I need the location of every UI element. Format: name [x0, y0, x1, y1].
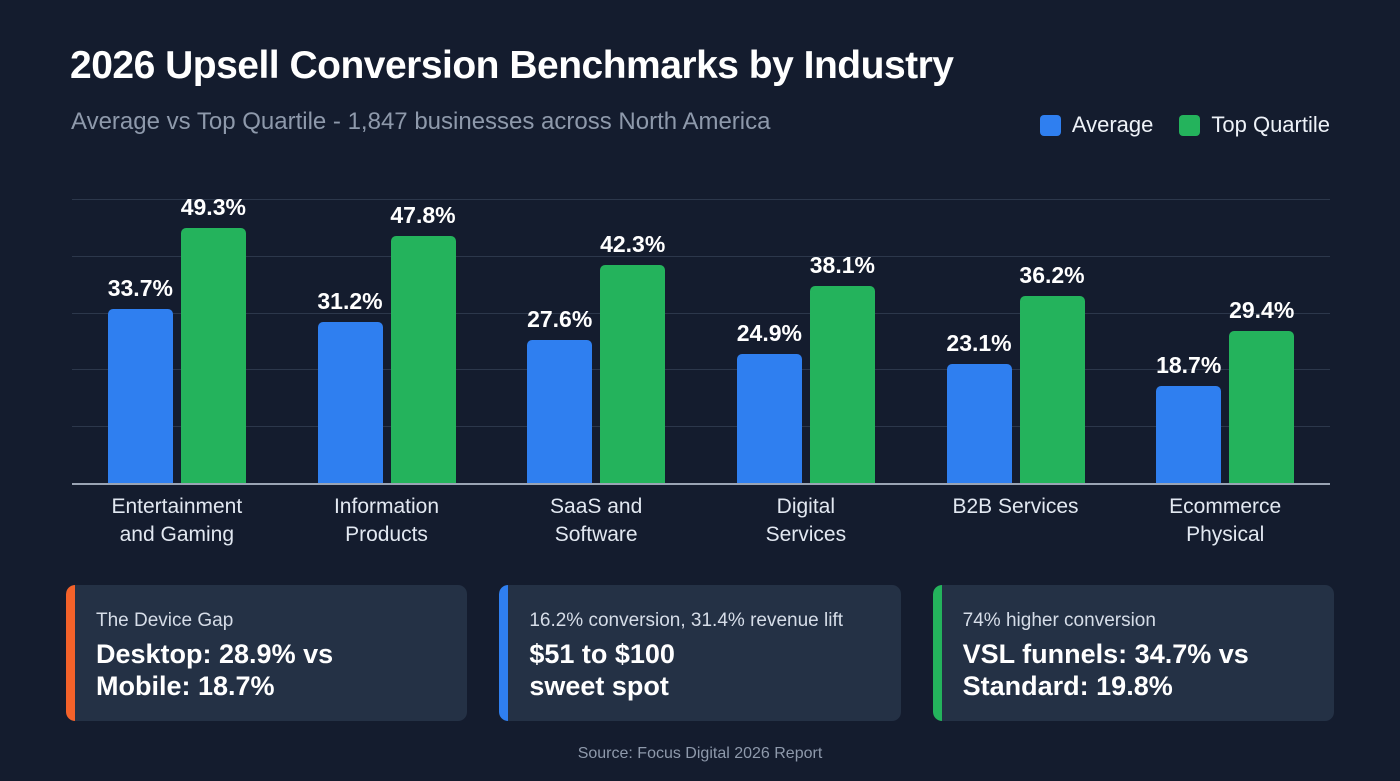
- bar-average[interactable]: 27.6%: [527, 306, 592, 483]
- gridline-1: [72, 426, 1330, 428]
- bar-average[interactable]: 31.2%: [317, 288, 383, 483]
- legend-item-1[interactable]: Top Quartile: [1179, 112, 1330, 138]
- bar-wrapper: 29.4%: [1229, 199, 1294, 483]
- card-headline-line: sweet spot: [529, 671, 669, 701]
- card-kicker: 16.2% conversion, 31.4% revenue lift: [529, 610, 844, 631]
- x-axis-label-line: Services: [765, 523, 847, 546]
- insight-card[interactable]: 74% higher conversion VSL funnels: 34.7% …: [932, 585, 1334, 721]
- x-axis-label-line: Software: [554, 523, 638, 546]
- bar-wrapper: 49.3%: [181, 194, 246, 483]
- x-axis-label-line: and Gaming: [119, 523, 235, 546]
- bar-wrapper: 31.2%: [317, 199, 383, 483]
- x-axis-label-line: Products: [345, 523, 428, 546]
- card-headline-line: Desktop: 28.9% vs: [96, 639, 334, 669]
- x-axis-label-line: SaaS and: [550, 495, 643, 518]
- chart-plot-area: 33.7% 49.3% 31.2% 47.8% 27.6% 42.3% 24.9% 38.1%…: [72, 194, 1330, 485]
- bar-wrapper: 23.1%: [946, 199, 1012, 483]
- bar-value-label: 31.2%: [317, 287, 383, 314]
- card-kicker: 74% higher conversion: [962, 610, 1156, 631]
- x-axis-label: B2B Services: [911, 493, 1121, 549]
- bar-value-label: 18.7%: [1156, 352, 1222, 379]
- x-axis-baseline: [72, 483, 1330, 485]
- bar-value-label: 36.2%: [1019, 262, 1085, 289]
- card-headline-line: Mobile: 18.7%: [96, 671, 275, 701]
- bar-value-label: 42.3%: [600, 230, 666, 257]
- legend-label-0: Average: [1071, 112, 1154, 137]
- card-headline: VSL funnels: 34.7% vs Standard: 19.8%: [963, 638, 1312, 702]
- insight-card[interactable]: The Device Gap Desktop: 28.9% vs Mobile: 1…: [66, 585, 468, 721]
- bar-value-label: 27.6%: [527, 306, 593, 333]
- bar-group: 27.6% 42.3%: [491, 199, 701, 483]
- x-axis-labels: Entertainment and Gaming Information Produc…: [72, 493, 1330, 549]
- x-axis-label-line: Digital: [776, 495, 836, 518]
- card-headline-line: $51 to $100: [529, 639, 675, 669]
- card-accent-bar: [932, 585, 942, 721]
- bar-groups: 33.7% 49.3% 31.2% 47.8% 27.6% 42.3% 24.9% 38.1%…: [72, 194, 1330, 483]
- bar-top-quartile[interactable]: 36.2%: [1019, 262, 1085, 483]
- card-headline: Desktop: 28.9% vs Mobile: 18.7%: [96, 638, 445, 702]
- bar-top-quartile[interactable]: 49.3%: [181, 194, 246, 483]
- bar-top-quartile[interactable]: 47.8%: [390, 202, 456, 483]
- page-subtitle: Average vs Top Quartile - 1,847 business…: [71, 108, 771, 135]
- card-headline-line: VSL funnels: 34.7% vs: [962, 639, 1249, 669]
- bar-average[interactable]: 24.9%: [737, 320, 802, 483]
- bar-value-label: 23.1%: [946, 329, 1012, 356]
- x-axis-label-line: B2B Services: [952, 495, 1079, 518]
- bar-average[interactable]: 18.7%: [1156, 352, 1221, 483]
- legend-item-0[interactable]: Average: [1039, 112, 1154, 138]
- bar-wrapper: 27.6%: [527, 199, 592, 483]
- x-axis-label-line: Entertainment: [111, 495, 243, 518]
- x-axis-label: Entertainment and Gaming: [72, 493, 282, 549]
- x-axis-label-line: Physical: [1186, 523, 1265, 546]
- card-kicker: The Device Gap: [96, 610, 234, 631]
- gridline-4: [72, 255, 1330, 257]
- card-accent-bar: [499, 585, 509, 721]
- bar-value-label: 29.4%: [1229, 297, 1295, 324]
- x-axis-label: Ecommerce Physical: [1120, 493, 1330, 549]
- legend-label-1: Top Quartile: [1211, 112, 1330, 137]
- x-axis-label-line: Ecommerce: [1169, 495, 1282, 518]
- bar-group: 18.7% 29.4%: [1120, 199, 1330, 483]
- bar-value-label: 24.9%: [736, 320, 802, 347]
- bar-average[interactable]: 23.1%: [946, 330, 1012, 483]
- x-axis-label-line: Information: [333, 495, 440, 518]
- bar-value-label: 49.3%: [180, 194, 246, 221]
- bar-top-quartile[interactable]: 42.3%: [600, 231, 665, 483]
- card-headline: $51 to $100 sweet spot: [529, 638, 878, 702]
- bar-group: 23.1% 36.2%: [911, 199, 1121, 483]
- insight-card[interactable]: 16.2% conversion, 31.4% revenue lift $51 …: [499, 585, 901, 721]
- x-axis-label: Information Products: [282, 493, 492, 549]
- bar-wrapper: 47.8%: [390, 199, 456, 483]
- bar-wrapper: 42.3%: [600, 199, 665, 483]
- gridline-3: [72, 312, 1330, 314]
- bar-top-quartile[interactable]: 38.1%: [810, 252, 875, 483]
- bar-group: 31.2% 47.8%: [282, 199, 492, 483]
- source-note: Source: Focus Digital 2026 Report: [577, 745, 823, 762]
- bar-wrapper: 38.1%: [810, 199, 875, 483]
- gridline-2: [72, 369, 1330, 371]
- bar-wrapper: 24.9%: [737, 199, 802, 483]
- bar-value-label: 47.8%: [390, 202, 456, 229]
- insight-cards: The Device Gap Desktop: 28.9% vs Mobile: 1…: [66, 585, 1334, 721]
- bar-wrapper: 33.7%: [108, 199, 173, 483]
- x-axis-label: Digital Services: [701, 493, 911, 549]
- bar-average[interactable]: 33.7%: [108, 275, 173, 483]
- bar-wrapper: 18.7%: [1156, 199, 1221, 483]
- bar-top-quartile[interactable]: 29.4%: [1229, 297, 1294, 483]
- bar-value-label: 38.1%: [809, 252, 875, 279]
- bar-group: 33.7% 49.3%: [72, 194, 282, 483]
- gridline-5: [72, 199, 1330, 200]
- card-headline-line: Standard: 19.8%: [962, 671, 1173, 701]
- bar-value-label: 33.7%: [107, 275, 173, 301]
- bar-group: 24.9% 38.1%: [701, 199, 911, 483]
- bar-wrapper: 36.2%: [1019, 199, 1085, 483]
- x-axis-label: SaaS and Software: [491, 493, 701, 549]
- chart-legend: Average Top Quartile: [1039, 112, 1330, 138]
- card-accent-bar: [66, 585, 75, 721]
- legend-swatch-average: [1039, 114, 1061, 136]
- legend-swatch-top-quartile: [1179, 114, 1201, 136]
- page-title: 2026 Upsell Conversion Benchmarks by Ind…: [70, 44, 954, 87]
